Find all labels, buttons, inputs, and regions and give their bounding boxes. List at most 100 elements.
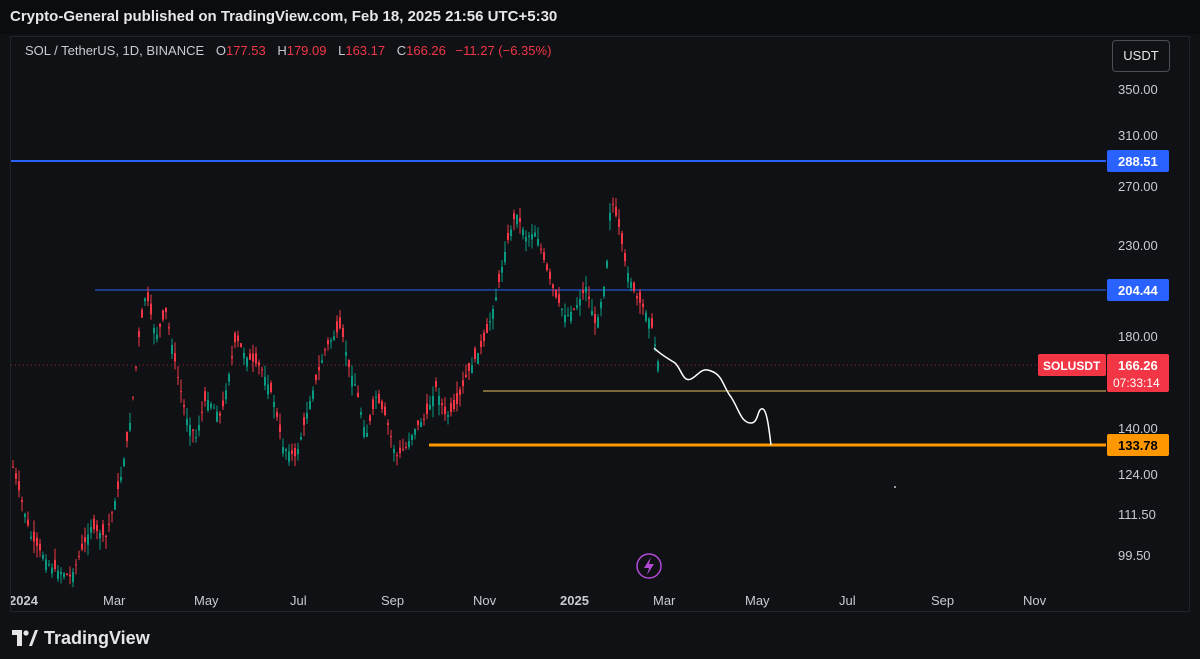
- price-tick: 140.00: [1118, 421, 1158, 436]
- candle-body: [189, 425, 191, 436]
- chart-canvas[interactable]: 350.00 310.00 270.00 230.00 180.00 140.0…: [11, 37, 1189, 611]
- price-tick: 99.50: [1118, 548, 1151, 563]
- candle-body: [600, 302, 602, 309]
- current-price-text: 166.26: [1118, 358, 1158, 373]
- candle-body: [477, 353, 479, 364]
- currency-button[interactable]: USDT: [1112, 40, 1170, 72]
- candle-body: [459, 389, 461, 395]
- candle-body: [591, 311, 593, 316]
- level-tag-204-text: 204.44: [1118, 283, 1159, 298]
- candle-body: [150, 303, 152, 315]
- candle-body: [429, 405, 431, 410]
- candle-body: [213, 407, 215, 409]
- candle-body: [192, 429, 194, 431]
- candle-body: [108, 524, 110, 526]
- candle-body: [342, 327, 344, 337]
- candle-body: [15, 473, 17, 479]
- price-tick: 270.00: [1118, 179, 1158, 194]
- candle-body: [231, 356, 233, 359]
- candle-body: [210, 403, 212, 408]
- candle-body: [627, 273, 629, 282]
- time-label: 2025: [560, 593, 589, 608]
- candle-body: [54, 559, 56, 569]
- candle-body: [363, 427, 365, 437]
- projection-path[interactable]: [653, 347, 772, 446]
- candle-body: [321, 360, 323, 363]
- candle-body: [186, 419, 188, 426]
- candle-body: [615, 206, 617, 216]
- candle-body: [33, 531, 35, 542]
- candle-body: [123, 459, 125, 467]
- candle-body: [219, 413, 221, 416]
- candle-body: [519, 217, 521, 222]
- candle-body: [651, 318, 653, 328]
- candle-body: [501, 267, 503, 273]
- candle-body: [531, 234, 533, 240]
- candle-body: [111, 512, 113, 514]
- time-label: Nov: [473, 593, 497, 608]
- candle-body: [12, 466, 14, 468]
- candle-body: [327, 340, 329, 345]
- candle-body: [222, 400, 224, 407]
- candle-body: [216, 411, 218, 422]
- time-label: Sep: [381, 593, 404, 608]
- candle-body: [471, 365, 473, 374]
- candle-body: [144, 298, 146, 302]
- candle-body: [18, 481, 20, 491]
- candle-body: [423, 418, 425, 420]
- candle-body: [408, 441, 410, 448]
- candle-body: [573, 308, 575, 310]
- candle-body: [171, 345, 173, 354]
- candle-body: [96, 524, 98, 531]
- tradingview-footer[interactable]: TradingView: [12, 624, 150, 652]
- candle-body: [201, 411, 203, 413]
- candle-body: [177, 376, 179, 378]
- candle-body: [165, 307, 167, 312]
- candle-body: [105, 535, 107, 537]
- time-label: Mar: [103, 593, 126, 608]
- candle-body: [549, 271, 551, 279]
- time-label: May: [745, 593, 770, 608]
- candle-body: [258, 362, 260, 366]
- time-axis[interactable]: 2024 Mar May Jul Sep Nov 2025 Mar May Ju…: [11, 593, 1047, 608]
- candle-body: [273, 402, 275, 407]
- candle-body: [159, 323, 161, 327]
- symbol-name[interactable]: SOL / TetherUS, 1D, BINANCE: [25, 43, 205, 58]
- candle-body: [351, 375, 353, 387]
- candle-body: [561, 309, 563, 310]
- price-tick: 350.00: [1118, 82, 1158, 97]
- candle-body: [240, 343, 242, 347]
- price-axis[interactable]: 350.00 310.00 270.00 230.00 180.00 140.0…: [1118, 82, 1158, 563]
- candle-body: [261, 369, 263, 371]
- price-tick: 180.00: [1118, 329, 1158, 344]
- candle-body: [636, 296, 638, 299]
- candle-body: [297, 449, 299, 455]
- candle-body: [528, 235, 530, 237]
- candle-body: [87, 534, 89, 545]
- lightning-icon[interactable]: [636, 553, 662, 579]
- chart-area[interactable]: 350.00 310.00 270.00 230.00 180.00 140.0…: [10, 36, 1190, 612]
- candle-body: [282, 447, 284, 454]
- candle-body: [183, 405, 185, 407]
- candle-body: [84, 536, 86, 542]
- candle-body: [444, 406, 446, 414]
- candle-body: [126, 431, 128, 441]
- candle-body: [546, 264, 548, 270]
- candle-body: [48, 564, 50, 566]
- candle-body: [36, 537, 38, 546]
- candle-body: [516, 214, 518, 225]
- candle-body: [333, 336, 335, 340]
- candle-body: [381, 401, 383, 409]
- time-label: May: [194, 593, 219, 608]
- candle-body: [504, 252, 506, 263]
- candle-body: [612, 203, 614, 205]
- candle-body: [390, 436, 392, 438]
- candlestick-series: [12, 197, 659, 588]
- candle-body: [417, 420, 419, 425]
- candle-body: [354, 384, 356, 386]
- candle-body: [237, 335, 239, 341]
- candle-body: [618, 218, 620, 227]
- time-label: 2024: [11, 593, 39, 608]
- candle-body: [279, 424, 281, 432]
- candle-body: [63, 573, 65, 577]
